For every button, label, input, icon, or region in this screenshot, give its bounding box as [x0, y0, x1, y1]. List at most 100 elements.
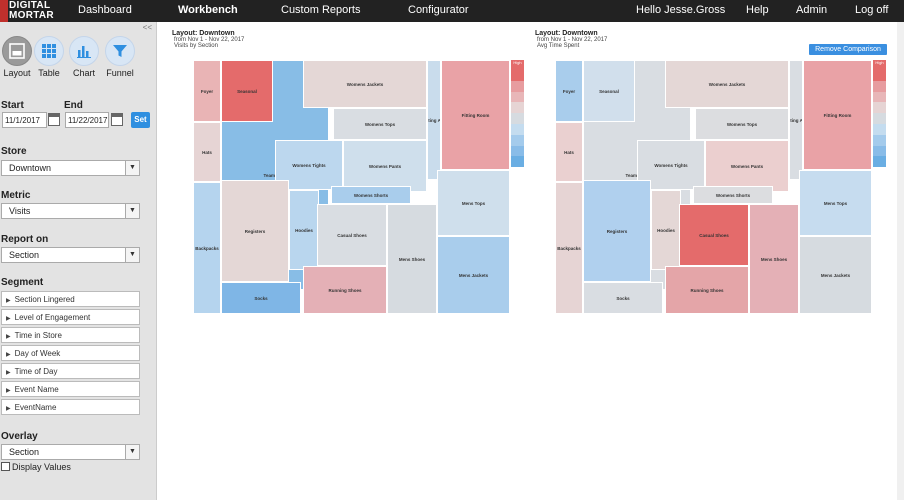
segment-item-label: Section Lingered: [14, 295, 75, 304]
collapse-sidebar-icon[interactable]: <<: [142, 23, 152, 32]
legend-swatch: [873, 113, 886, 124]
section-cell[interactable]: Hoodies: [289, 190, 319, 270]
section-cell[interactable]: Hats: [555, 122, 583, 182]
segment-item-label: Event Name: [14, 385, 59, 394]
nav-workbench[interactable]: Workbench: [178, 4, 238, 16]
metric-select[interactable]: Visits ▼: [1, 203, 140, 219]
expand-arrow-icon: ▶: [6, 352, 11, 358]
table-icon: [34, 36, 64, 66]
nav-user-greeting[interactable]: Hello Jesse.Gross: [636, 4, 726, 16]
overlay-select[interactable]: Section ▼: [1, 444, 140, 460]
section-cell[interactable]: Fitting Room: [441, 60, 510, 170]
section-cell[interactable]: Seasonal: [221, 60, 273, 122]
segment-item[interactable]: ▶ Level of Engagement: [1, 309, 140, 325]
section-cell[interactable]: Running Shoes: [303, 266, 387, 314]
section-cell[interactable]: Registers: [221, 180, 289, 282]
section-cell[interactable]: Socks: [221, 282, 301, 314]
section-cell-label: Womens Jackets: [708, 81, 746, 87]
section-cell-label: Mens Tops: [461, 200, 486, 206]
end-calendar-icon[interactable]: [111, 113, 123, 126]
section-cell[interactable]: Womens Tops: [695, 108, 789, 140]
right-panel-title: Layout: Downtown: [535, 30, 598, 37]
end-date-input[interactable]: 11/22/2017: [65, 112, 109, 128]
section-cell[interactable]: Womens Tops: [333, 108, 427, 140]
display-values-checkbox[interactable]: [1, 462, 10, 471]
nav-logoff[interactable]: Log off: [855, 4, 889, 16]
segment-item[interactable]: ▶ Time in Store: [1, 327, 140, 343]
display-values-option[interactable]: Display Values: [1, 462, 71, 472]
section-cell[interactable]: Mens Jackets: [799, 236, 872, 314]
page-scrollbar[interactable]: [897, 22, 904, 500]
end-label: End: [64, 100, 83, 111]
tool-funnel-button[interactable]: Funnel: [103, 36, 137, 78]
tool-table-label: Table: [38, 68, 60, 78]
section-cell-label: Backpacks: [557, 245, 581, 251]
section-cell[interactable]: Waiting Area: [427, 60, 441, 180]
section-cell[interactable]: Registers: [583, 180, 651, 282]
expand-arrow-icon: ▶: [6, 388, 11, 394]
segment-item[interactable]: ▶ Time of Day: [1, 363, 140, 379]
section-cell[interactable]: Casual Shoes: [317, 204, 387, 266]
store-select[interactable]: Downtown ▼: [1, 160, 140, 176]
section-cell[interactable]: Foyer: [193, 60, 221, 122]
section-cell[interactable]: Seasonal: [583, 60, 635, 122]
section-cell[interactable]: Backpacks: [193, 182, 221, 314]
nav-configurator[interactable]: Configurator: [408, 4, 469, 16]
store-label: Store: [1, 146, 27, 157]
section-cell[interactable]: Womens Jackets: [665, 60, 789, 108]
segment-item[interactable]: ▶ EventName: [1, 399, 140, 415]
section-cell[interactable]: Womens Shorts: [693, 186, 773, 204]
nav-dashboard[interactable]: Dashboard: [78, 4, 132, 16]
brand-logo[interactable]: DIGITAL MORTAR: [0, 0, 62, 22]
section-cell[interactable]: Casual Shoes: [679, 204, 749, 266]
legend-swatch: [873, 70, 886, 81]
nav-admin[interactable]: Admin: [796, 4, 828, 16]
metric-label: Metric: [1, 190, 31, 201]
segment-label: Segment: [1, 277, 44, 288]
remove-comparison-button[interactable]: Remove Comparison: [809, 44, 887, 55]
chevron-down-icon: ▼: [125, 161, 139, 175]
section-cell[interactable]: Waiting Area: [789, 60, 803, 180]
segment-item[interactable]: ▶ Event Name: [1, 381, 140, 397]
section-cell[interactable]: Hoodies: [651, 190, 681, 270]
nav-help[interactable]: Help: [746, 4, 769, 16]
section-cell[interactable]: Running Shoes: [665, 266, 749, 314]
section-cell[interactable]: Mens Tops: [437, 170, 510, 236]
section-cell[interactable]: Womens Shorts: [331, 186, 411, 204]
section-cell[interactable]: Mens Tops: [799, 170, 872, 236]
section-cell[interactable]: Hats: [193, 122, 221, 182]
section-cell[interactable]: Socks: [583, 282, 663, 314]
right-heatmap-layout: Team GearFoyerSeasonalWomens JacketsWait…: [555, 60, 872, 314]
chevron-down-icon: ▼: [125, 204, 139, 218]
section-cell[interactable]: Mens Shoes: [749, 204, 799, 314]
legend-swatch: [511, 80, 524, 92]
right-panel-header: Layout: Downtown from Nov 1 - Nov 22, 20…: [535, 30, 607, 49]
left-panel-title: Layout: Downtown: [172, 30, 235, 37]
section-cell-label: Socks: [254, 295, 268, 301]
right-heat-legend: High: [873, 60, 886, 168]
set-date-button[interactable]: Set: [131, 112, 150, 128]
legend-swatch: [511, 102, 524, 114]
section-cell[interactable]: Backpacks: [555, 182, 583, 314]
segment-item[interactable]: ▶ Section Lingered: [1, 291, 140, 307]
section-cell[interactable]: Womens Jackets: [303, 60, 427, 108]
section-cell[interactable]: Mens Shoes: [387, 204, 437, 314]
start-calendar-icon[interactable]: [48, 113, 60, 126]
logo-text-line2: MORTAR: [9, 10, 54, 21]
report-on-label: Report on: [1, 234, 49, 245]
segment-item[interactable]: ▶ Day of Week: [1, 345, 140, 361]
tool-chart-button[interactable]: Chart: [67, 36, 101, 78]
tool-layout-button[interactable]: Layout: [0, 36, 34, 78]
section-cell-label: Hats: [202, 149, 212, 155]
nav-custom-reports[interactable]: Custom Reports: [281, 4, 361, 16]
section-cell[interactable]: Foyer: [555, 60, 583, 122]
segment-item-label: Level of Engagement: [14, 313, 91, 322]
section-cell[interactable]: Mens Jackets: [437, 236, 510, 314]
start-date-input[interactable]: 11/1/2017: [2, 112, 47, 128]
left-heatmap-layout: Team GearFoyerSeasonalWomens JacketsWait…: [193, 60, 510, 314]
report-on-select[interactable]: Section ▼: [1, 247, 140, 263]
tool-table-button[interactable]: Table: [32, 36, 66, 78]
section-cell[interactable]: Womens Pants: [705, 140, 789, 192]
section-cell[interactable]: Fitting Room: [803, 60, 872, 170]
section-cell[interactable]: Womens Pants: [343, 140, 427, 192]
